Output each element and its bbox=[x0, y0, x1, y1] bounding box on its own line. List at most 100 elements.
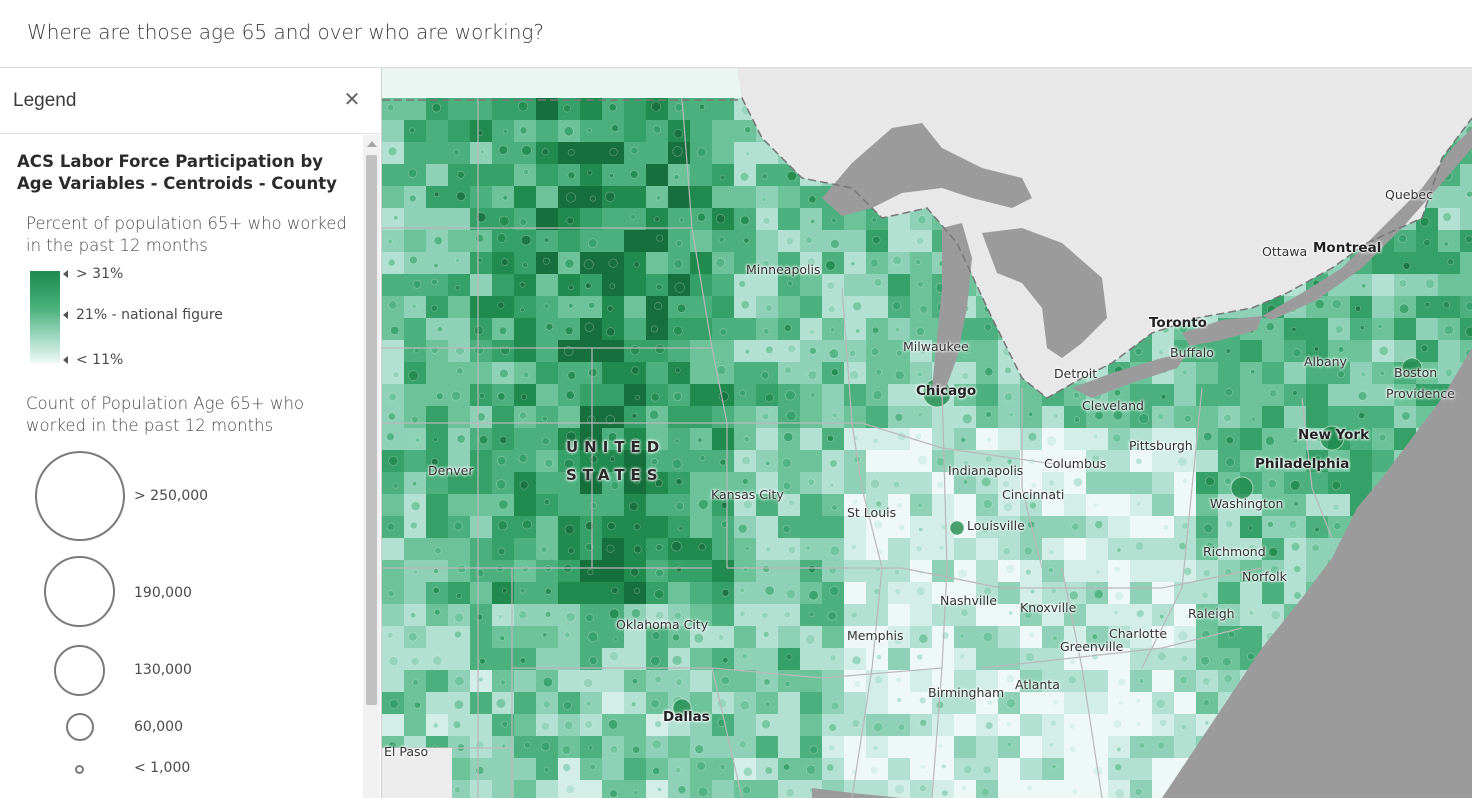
county-cell bbox=[624, 450, 646, 472]
county-cell bbox=[800, 406, 822, 428]
county-centroid-dot bbox=[1177, 456, 1188, 467]
county-centroid-dot bbox=[963, 460, 970, 467]
county-centroid-dot bbox=[564, 258, 575, 269]
county-cell bbox=[536, 340, 558, 362]
county-centroid-dot bbox=[456, 367, 464, 375]
county-centroid-dot bbox=[764, 766, 773, 775]
county-centroid-dot bbox=[651, 101, 662, 112]
county-cell bbox=[712, 98, 734, 120]
county-centroid-dot bbox=[915, 259, 922, 265]
county-centroid-dot bbox=[1398, 303, 1410, 314]
county-centroid-dot bbox=[828, 348, 839, 359]
county-cell bbox=[976, 648, 998, 670]
county-centroid-dot bbox=[876, 654, 882, 661]
scroll-up-arrow-icon[interactable] bbox=[367, 141, 377, 147]
county-centroid-dot bbox=[849, 370, 860, 381]
county-centroid-dot bbox=[872, 236, 881, 245]
county-centroid-dot bbox=[1222, 656, 1232, 667]
county-centroid-dot bbox=[475, 613, 483, 621]
county-centroid-dot bbox=[1183, 414, 1192, 423]
county-cell bbox=[1240, 626, 1262, 648]
legend-scrollbar[interactable] bbox=[363, 135, 380, 798]
metro-circle bbox=[672, 698, 692, 718]
county-centroid-dot bbox=[1265, 322, 1275, 332]
county-centroid-dot bbox=[1202, 699, 1211, 707]
county-cell bbox=[1284, 362, 1306, 384]
county-centroid-dot bbox=[1180, 655, 1189, 663]
county-centroid-dot bbox=[1052, 699, 1059, 706]
label-cleveland: Cleveland bbox=[1082, 398, 1144, 413]
county-centroid-dot bbox=[1004, 392, 1013, 402]
county-centroid-dot bbox=[651, 631, 661, 640]
county-cell bbox=[624, 384, 646, 406]
county-centroid-dot bbox=[870, 766, 879, 775]
county-centroid-dot bbox=[1069, 746, 1077, 753]
size-circle-3 bbox=[54, 645, 105, 696]
county-centroid-dot bbox=[1072, 788, 1078, 795]
county-centroid-dot bbox=[872, 438, 879, 444]
close-icon[interactable]: ✕ bbox=[343, 89, 361, 111]
county-centroid-dot bbox=[851, 655, 862, 665]
county-centroid-dot bbox=[810, 218, 816, 225]
county-cell bbox=[1086, 604, 1108, 626]
county-cell bbox=[954, 494, 976, 516]
county-centroid-dot bbox=[609, 789, 618, 798]
county-centroid-dot bbox=[633, 545, 642, 554]
county-cell bbox=[756, 780, 778, 798]
county-centroid-dot bbox=[828, 744, 836, 752]
county-cell bbox=[756, 648, 778, 670]
county-centroid-dot bbox=[896, 697, 903, 703]
county-cell bbox=[1350, 296, 1372, 318]
county-cell bbox=[646, 780, 668, 798]
county-cell bbox=[1240, 406, 1262, 428]
scrollbar-thumb[interactable] bbox=[366, 155, 377, 705]
county-centroid-dot bbox=[744, 126, 752, 134]
county-centroid-dot bbox=[919, 696, 927, 704]
county-cell bbox=[1152, 626, 1174, 648]
county-cell bbox=[668, 406, 690, 428]
county-cell bbox=[404, 384, 426, 406]
county-cell bbox=[910, 736, 932, 758]
county-centroid-dot bbox=[984, 455, 993, 463]
county-cell bbox=[976, 340, 998, 362]
county-cell bbox=[1196, 604, 1218, 626]
county-centroid-dot bbox=[938, 545, 945, 551]
county-cell bbox=[712, 142, 734, 164]
county-cell bbox=[888, 538, 910, 560]
county-centroid-dot bbox=[565, 784, 575, 794]
county-centroid-dot bbox=[520, 307, 525, 313]
county-centroid-dot bbox=[521, 565, 529, 573]
county-centroid-dot bbox=[782, 458, 792, 468]
map-view[interactable]: Quebec Ottawa Montreal Toronto Buffalo A… bbox=[382, 68, 1472, 798]
county-centroid-dot bbox=[412, 481, 418, 487]
county-centroid-dot bbox=[1091, 633, 1098, 640]
county-centroid-dot bbox=[870, 347, 880, 356]
county-centroid-dot bbox=[430, 304, 438, 312]
county-centroid-dot bbox=[650, 699, 660, 709]
county-centroid-dot bbox=[914, 432, 922, 441]
county-centroid-dot bbox=[585, 543, 594, 551]
county-cell bbox=[404, 208, 426, 230]
county-centroid-dot bbox=[521, 145, 532, 156]
county-centroid-dot bbox=[1003, 502, 1013, 512]
county-cell bbox=[998, 758, 1020, 780]
county-cell bbox=[976, 406, 998, 428]
county-cell bbox=[954, 692, 976, 714]
county-cell bbox=[910, 604, 932, 626]
county-cell bbox=[536, 780, 558, 798]
county-centroid-dot bbox=[1113, 609, 1119, 616]
county-centroid-dot bbox=[1355, 305, 1361, 312]
county-centroid-dot bbox=[567, 171, 576, 180]
county-centroid-dot bbox=[785, 236, 795, 246]
county-cell bbox=[690, 340, 712, 362]
county-centroid-dot bbox=[1357, 391, 1368, 401]
county-cell bbox=[822, 472, 844, 494]
county-cell bbox=[844, 274, 866, 296]
county-centroid-dot bbox=[935, 457, 946, 467]
county-centroid-dot bbox=[765, 546, 772, 553]
county-cell bbox=[1108, 736, 1130, 758]
county-centroid-dot bbox=[1023, 546, 1033, 556]
county-cell bbox=[998, 626, 1020, 648]
county-centroid-dot bbox=[412, 280, 422, 289]
county-cell bbox=[470, 582, 492, 604]
